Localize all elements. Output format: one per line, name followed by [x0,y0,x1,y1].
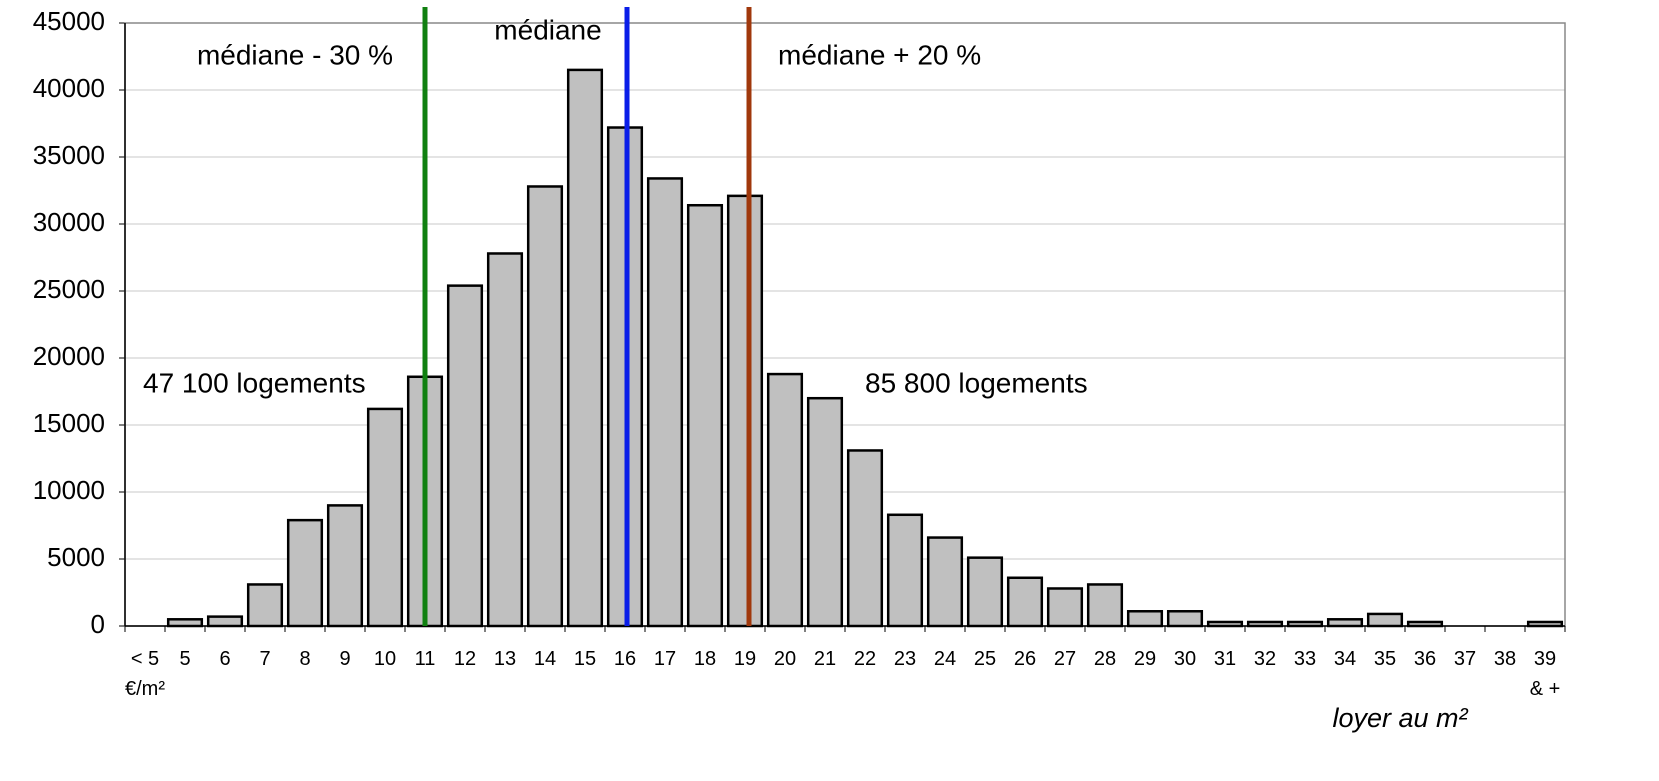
bar [1126,610,1164,628]
y-tick-label: 30000 [33,207,105,237]
bar [806,396,844,628]
x-tick-label: 34 [1333,648,1357,670]
x-tick-label: 14 [533,648,557,670]
bar [246,583,284,628]
y-tick-label: 40000 [33,73,105,103]
y-tick-label: 0 [91,609,105,639]
x-tick-label: 28 [1093,648,1117,670]
bar [886,513,924,628]
bar [286,518,324,628]
bar [1006,576,1044,628]
x-tick-label: 22 [853,648,877,670]
bar [566,68,604,628]
bar [1366,612,1404,628]
x-tick-label: 37 [1453,648,1477,670]
annotation: 85 800 logements [865,367,1088,398]
bar [646,177,684,628]
x-tick-label: 15 [573,648,597,670]
x-tick-label: 24 [933,648,957,670]
x-tick-label: 30 [1173,648,1197,670]
x-tick-label: 19 [733,648,757,670]
bar [766,372,804,628]
y-tick-label: 20000 [33,341,105,371]
y-tick-label: 5000 [47,542,105,572]
bar [1166,610,1204,628]
x-tick-label: 21 [813,648,837,670]
x-tick-label: 20 [773,648,797,670]
x-tick-label: 31 [1213,648,1237,670]
x-tick-label: < 5 €/m² [125,648,165,700]
x-tick-label: 36 [1413,648,1437,670]
bar [366,407,404,628]
x-tick-label: 39 & + [1529,648,1561,700]
x-tick-label: 38 [1493,648,1517,670]
bar [486,252,524,628]
y-tick-label: 45000 [33,6,105,36]
reference-label: médiane [494,14,601,45]
x-tick-label: 7 [259,648,271,670]
x-tick-label: 10 [373,648,397,670]
bar [1326,618,1364,628]
x-tick-label: 23 [893,648,917,670]
bar [166,618,204,628]
x-tick-label: 18 [693,648,717,670]
bar [926,536,964,628]
x-tick-label: 27 [1053,648,1077,670]
y-tick-label: 15000 [33,408,105,438]
x-tick-label: 35 [1373,648,1397,670]
bar [206,615,244,628]
y-tick-label: 10000 [33,475,105,505]
x-tick-label: 25 [973,648,997,670]
x-tick-label: 6 [219,648,231,670]
bar [846,449,884,628]
x-tick-label: 16 [613,648,637,670]
x-tick-label: 12 [453,648,477,670]
x-tick-label: 26 [1013,648,1037,670]
bar [1046,587,1084,628]
x-tick-label: 8 [299,648,311,670]
x-tick-label: 33 [1293,648,1317,670]
bar [526,185,564,628]
x-tick-label: 29 [1133,648,1157,670]
bar [1086,583,1124,628]
bar [966,556,1004,628]
reference-label: médiane - 30 % [197,39,393,70]
x-tick-label: 9 [339,648,351,670]
bar [326,504,364,628]
bar [686,203,724,628]
annotation: 47 100 logements [143,367,366,398]
x-tick-label: 17 [653,648,677,670]
reference-label: médiane + 20 % [778,39,981,70]
bar [446,284,484,628]
x-axis-title: loyer au m² [1332,703,1468,733]
x-tick-label: 11 [414,648,436,670]
x-tick-label: 13 [493,648,517,670]
y-tick-label: 25000 [33,274,105,304]
x-tick-label: 5 [179,648,191,670]
x-tick-label: 32 [1253,648,1277,670]
bar [726,194,764,628]
y-tick-label: 35000 [33,140,105,170]
